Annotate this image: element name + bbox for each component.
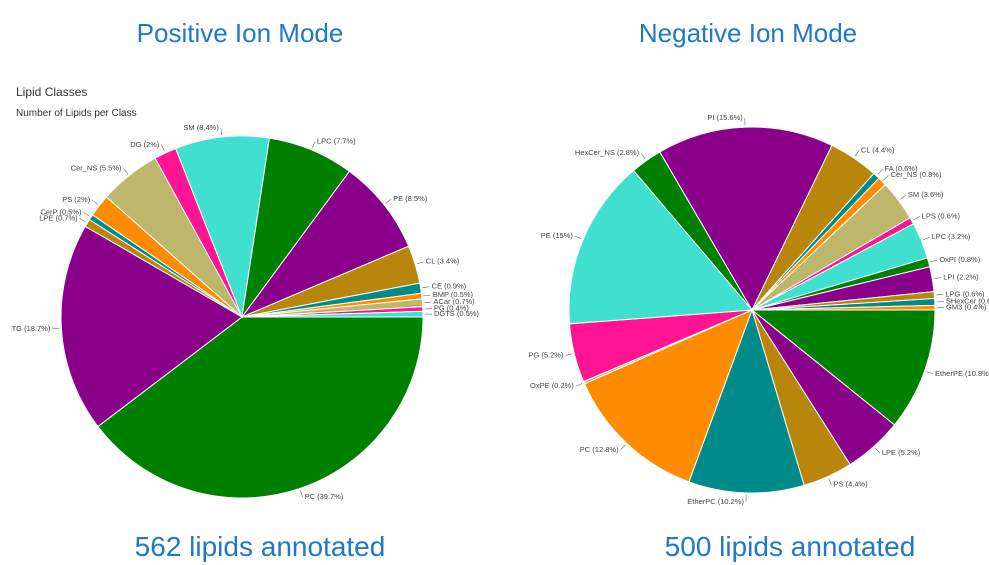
slice-label: SM (8.4%) <box>183 123 219 132</box>
panel-title: Positive Ion Mode <box>137 18 344 48</box>
leader-line <box>913 216 920 221</box>
slice-label: LPE (0.7%) <box>39 213 78 222</box>
leader-line <box>123 168 129 175</box>
slice-label: DGTS (0.5%) <box>434 309 480 318</box>
leader-line <box>934 277 942 280</box>
leader-line <box>828 478 832 485</box>
leader-line <box>83 212 90 217</box>
slice-label: LPG (0.6%) <box>945 289 985 298</box>
leader-line <box>900 194 907 200</box>
slice-label: LPS (0.6%) <box>922 211 961 220</box>
slice-label: LPI (2.2%) <box>943 273 979 282</box>
slice-label: CE (0.9%) <box>432 282 467 291</box>
leader-line <box>883 174 889 181</box>
slice-label: PC (12.8%) <box>580 445 619 454</box>
leader-line <box>874 447 881 454</box>
slice-label: DG (2%) <box>130 140 160 149</box>
leader-line <box>311 141 316 149</box>
slice-label: SHexCer (0.6%) <box>946 297 989 306</box>
leader-line <box>574 235 582 239</box>
slice-label: LPC (3.2%) <box>932 232 971 241</box>
slice-label: TG (18.7%) <box>12 324 51 333</box>
leader-line <box>417 261 424 265</box>
pie-slice <box>60 225 243 428</box>
slice-label: PC (39.7%) <box>305 492 344 501</box>
leader-line <box>220 128 222 136</box>
leader-line <box>422 286 430 289</box>
slice-label: SM (3.6%) <box>908 190 944 199</box>
leader-line <box>620 444 626 451</box>
leader-line <box>424 301 432 303</box>
slice-label: Cer_NS (5.5%) <box>71 163 122 172</box>
slice-label: EtherPE (10.8%) <box>935 369 989 378</box>
slice-label: PS (4.4%) <box>834 480 869 489</box>
slice-label: LPE (5.2%) <box>882 448 921 457</box>
slice-label: LPC (7.7%) <box>317 137 356 146</box>
pie-slice <box>751 304 936 311</box>
slice-label: PS (2%) <box>62 195 90 204</box>
pie-slice <box>175 135 271 319</box>
pie-slice <box>568 169 754 325</box>
leader-line <box>91 199 98 205</box>
leader-line <box>877 169 883 175</box>
caption: 500 lipids annotated <box>665 531 916 562</box>
leader-line <box>565 353 573 356</box>
slice-label: EtherPC (10.2%) <box>687 497 744 506</box>
leader-line <box>161 144 165 152</box>
caption: 562 lipids annotated <box>135 531 386 562</box>
pie-slice <box>97 316 424 499</box>
slice-label: FA (0.6%) <box>885 164 918 173</box>
pie-slice <box>688 308 805 494</box>
leader-line <box>854 150 860 157</box>
slice-label: GM3 (0.4%) <box>946 303 987 312</box>
slice-label: PE (8.5%) <box>393 194 428 203</box>
slice-label: OxPI (0.8%) <box>939 255 980 264</box>
leader-line <box>423 294 431 297</box>
slice-label: HexCer_NS (2.8%) <box>575 148 640 157</box>
leader-line <box>300 490 303 498</box>
pie-slice <box>241 310 424 318</box>
slice-label: PG (0.4%) <box>434 304 470 313</box>
leader-line <box>385 199 392 204</box>
slice-label: CL (4.4%) <box>861 146 895 155</box>
slice-label: BMP (0.5%) <box>433 290 474 299</box>
chart-subtitle: Number of Lipids per Class <box>16 108 137 119</box>
slice-label: CL (3.4%) <box>426 257 460 266</box>
leader-line <box>930 259 938 263</box>
leader-line <box>936 294 944 296</box>
pie-slice <box>750 309 936 426</box>
slice-label: Cer_NS (0.8%) <box>891 170 942 179</box>
leader-line <box>640 153 646 160</box>
slice-label: OxPE (0.2%) <box>530 381 574 390</box>
slice-label: PE (15%) <box>541 231 574 240</box>
leader-line <box>923 236 930 241</box>
leader-line <box>926 371 934 375</box>
pie-slice <box>240 170 410 319</box>
slice-label: ACar (0.7%) <box>433 297 475 306</box>
pie-slice <box>659 126 833 312</box>
panel-title: Negative Ion Mode <box>639 18 857 48</box>
leader-line <box>79 218 86 223</box>
slice-label: CerP (0.5%) <box>40 207 82 216</box>
pie-slice <box>583 309 753 483</box>
chart-title: Lipid Classes <box>16 85 87 99</box>
slice-label: PG (5.2%) <box>528 350 564 359</box>
slice-label: PI (15.6%) <box>707 113 743 122</box>
leader-line <box>575 383 583 387</box>
